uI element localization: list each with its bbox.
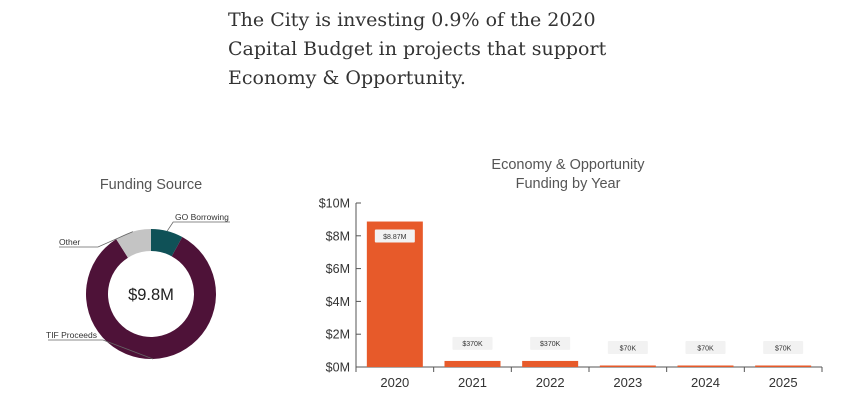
y-tick-label-5: $10M	[319, 197, 350, 211]
y-tick-label-1: $2M	[326, 328, 350, 342]
headline-line-1: The City is investing 0.9% of the 2020	[228, 9, 596, 31]
headline: The City is investing 0.9% of the 2020 C…	[228, 6, 648, 93]
donut-label-go-borrowing: GO Borrowing	[175, 212, 229, 222]
funding-by-year-bar-chart: Economy & Opportunity Funding by Year $0M $…	[319, 157, 823, 390]
x-tick-label-2021: 2021	[458, 375, 487, 390]
donut-slice-other	[116, 229, 151, 258]
headline-line-3: Economy & Opportunity.	[228, 67, 466, 89]
bar-chart-title-line-2: Funding by Year	[516, 176, 621, 192]
donut-leader-tif-proceeds	[48, 339, 154, 360]
data-label-box-2021	[452, 336, 493, 350]
bar-chart-title-line-1: Economy & Opportunity	[491, 157, 645, 173]
x-tick-label-2024: 2024	[691, 375, 720, 390]
y-tick-label-2: $4M	[326, 295, 350, 309]
headline-line-2: Capital Budget in projects that support	[228, 38, 607, 60]
funding-source-donut-chart: Funding Source $9.8M GO Borrowing TIF Proce…	[46, 177, 230, 360]
bar-2024	[677, 365, 734, 367]
donut-leader-go-borrowing	[166, 221, 230, 232]
data-label-box-2025	[763, 341, 804, 354]
x-tick-label-2022: 2022	[536, 375, 565, 390]
data-label-2023: $70K	[620, 345, 637, 352]
donut-center-label: $9.8M	[128, 286, 174, 304]
data-label-2024: $70K	[697, 345, 714, 352]
y-tick-label-4: $8M	[326, 229, 350, 243]
x-tick-label-2020: 2020	[380, 375, 409, 390]
bar-2022	[522, 360, 579, 367]
data-label-2020: $8.87M	[383, 234, 407, 241]
bar-2020	[366, 221, 423, 367]
data-label-box-2023	[607, 341, 648, 354]
donut-label-tif-proceeds: TIF Proceeds	[46, 330, 97, 340]
data-label-2025: $70K	[775, 345, 792, 352]
donut-label-other: Other	[59, 237, 80, 247]
donut-slice-tif-proceeds	[85, 237, 216, 359]
bar-2023	[599, 365, 656, 367]
data-label-box-2024	[685, 341, 726, 354]
data-label-2022: $370K	[540, 341, 561, 348]
donut-title: Funding Source	[100, 177, 202, 193]
donut-leader-other	[59, 231, 134, 248]
data-label-box-2022	[530, 336, 571, 350]
bar-2021	[444, 360, 501, 367]
data-label-box-2020	[374, 229, 415, 243]
x-tick-label-2023: 2023	[613, 375, 642, 390]
y-tick-label-3: $6M	[326, 262, 350, 276]
y-tick-label-0: $0M	[326, 361, 350, 375]
x-tick-label-2025: 2025	[769, 375, 798, 390]
data-label-2021: $370K	[462, 341, 483, 348]
bar-2025	[755, 365, 812, 367]
donut-slice-go-borrowing	[151, 229, 183, 257]
